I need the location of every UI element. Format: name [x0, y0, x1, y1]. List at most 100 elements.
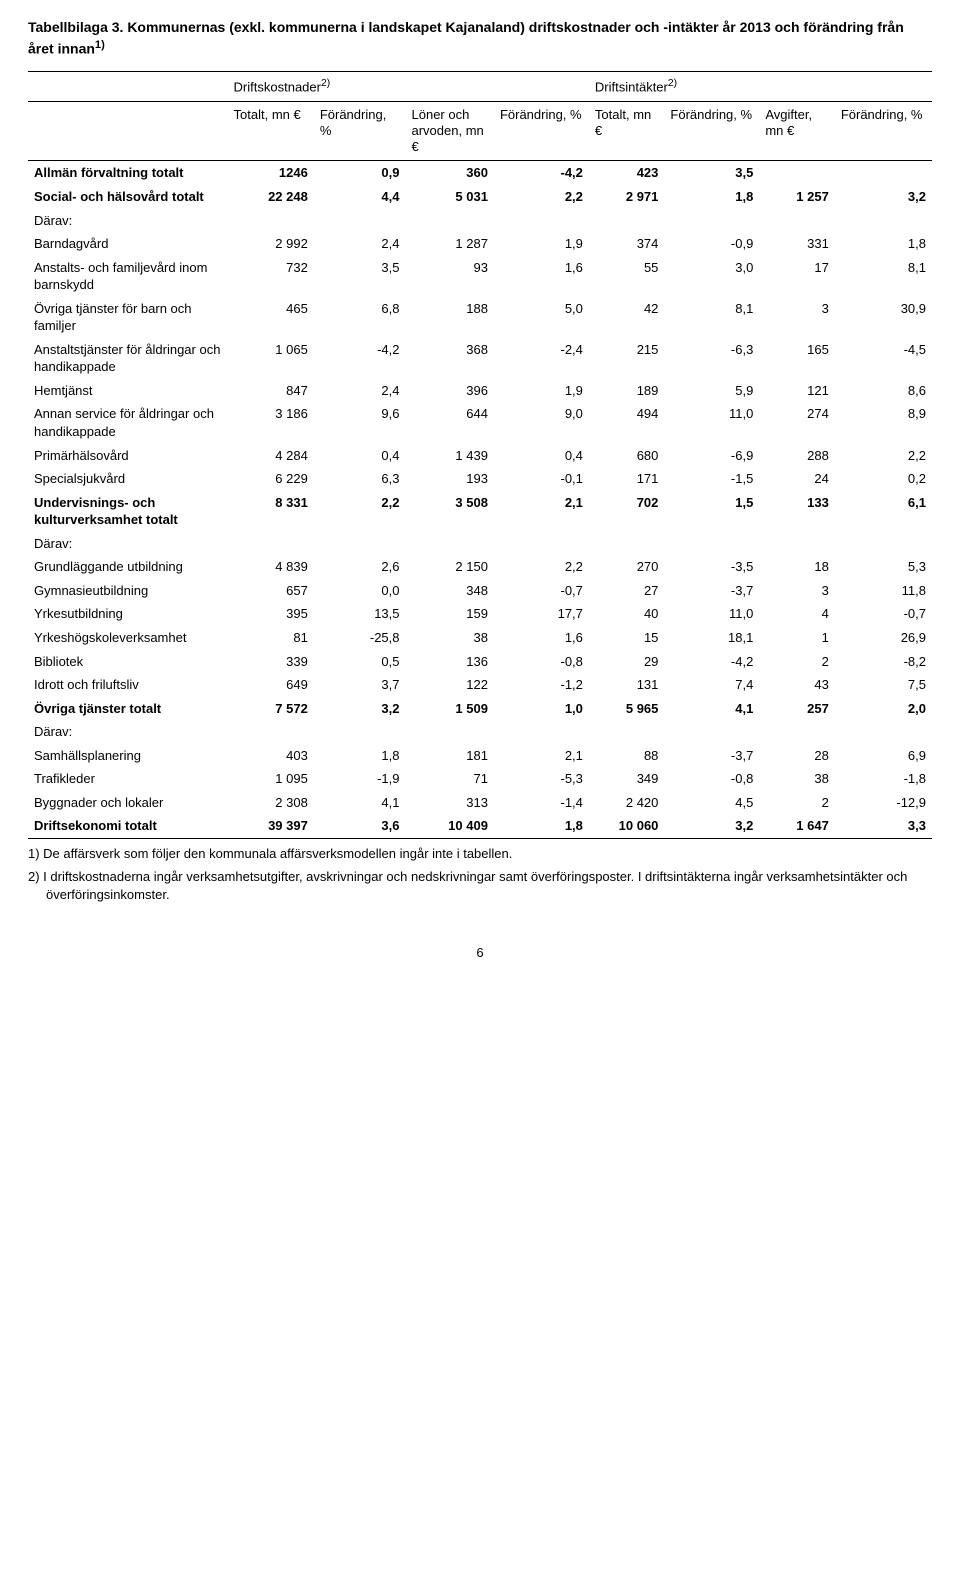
row-label: Annan service för åldringar och handikap… — [28, 402, 228, 443]
row-cell: 5,0 — [494, 297, 589, 338]
table-row: Hemtjänst8472,43961,91895,91218,6 — [28, 379, 932, 403]
row-cell: 0,2 — [835, 467, 932, 491]
row-cell: 30,9 — [835, 297, 932, 338]
row-cell: 6,1 — [835, 491, 932, 532]
row-cell: 644 — [406, 402, 494, 443]
title-superscript: 1) — [95, 39, 105, 51]
row-cell: 2,1 — [494, 491, 589, 532]
row-label: Därav: — [28, 209, 228, 233]
row-cell — [494, 532, 589, 556]
table-row: Samhällsplanering4031,81812,188-3,7286,9 — [28, 744, 932, 768]
row-cell: 136 — [406, 650, 494, 674]
row-cell: 2 971 — [589, 185, 665, 209]
row-cell: 2 420 — [589, 791, 665, 815]
row-cell: 423 — [589, 161, 665, 185]
row-cell: 4,5 — [664, 791, 759, 815]
row-cell: 396 — [406, 379, 494, 403]
row-cell: 7,4 — [664, 673, 759, 697]
row-cell: 368 — [406, 338, 494, 379]
table-row: Övriga tjänster totalt7 5723,21 5091,05 … — [28, 697, 932, 721]
row-cell: 360 — [406, 161, 494, 185]
row-cell: 8,1 — [835, 256, 932, 297]
row-cell: 9,0 — [494, 402, 589, 443]
group-header-right-text: Driftsintäkter — [595, 79, 668, 94]
row-cell: 1,9 — [494, 379, 589, 403]
row-cell: -0,7 — [835, 602, 932, 626]
row-cell: 1,8 — [664, 185, 759, 209]
row-cell: 26,9 — [835, 626, 932, 650]
row-cell: 6,8 — [314, 297, 406, 338]
sub-header-4: Förändring, % — [494, 101, 589, 161]
row-cell: 3 186 — [228, 402, 314, 443]
row-cell: 2,4 — [314, 232, 406, 256]
row-cell: 702 — [589, 491, 665, 532]
row-cell: 1 — [759, 626, 835, 650]
row-cell: 71 — [406, 767, 494, 791]
sub-header-2: Förändring, % — [314, 101, 406, 161]
row-cell: 27 — [589, 579, 665, 603]
row-cell: 121 — [759, 379, 835, 403]
row-cell: 1,9 — [494, 232, 589, 256]
row-cell: 3,2 — [835, 185, 932, 209]
row-cell: -0,7 — [494, 579, 589, 603]
row-cell: 339 — [228, 650, 314, 674]
row-cell: 2,1 — [494, 744, 589, 768]
row-label: Därav: — [28, 720, 228, 744]
row-cell: 2 992 — [228, 232, 314, 256]
row-cell: 188 — [406, 297, 494, 338]
table-title: Tabellbilaga 3. Kommunernas (exkl. kommu… — [28, 18, 932, 59]
row-cell: 6 229 — [228, 467, 314, 491]
row-cell — [494, 209, 589, 233]
row-cell: 2 308 — [228, 791, 314, 815]
row-cell — [228, 209, 314, 233]
table-row: Allmän förvaltning totalt12460,9360-4,24… — [28, 161, 932, 185]
row-cell: 1,8 — [314, 744, 406, 768]
row-cell: 288 — [759, 444, 835, 468]
row-cell: 4,1 — [314, 791, 406, 815]
row-label: Specialsjukvård — [28, 467, 228, 491]
row-cell: 7,5 — [835, 673, 932, 697]
title-text: Tabellbilaga 3. Kommunernas (exkl. kommu… — [28, 19, 904, 56]
row-cell: 165 — [759, 338, 835, 379]
row-label: Barndagvård — [28, 232, 228, 256]
row-cell — [759, 161, 835, 185]
row-cell: 2,4 — [314, 379, 406, 403]
row-cell: -0,8 — [664, 767, 759, 791]
row-cell: 8,6 — [835, 379, 932, 403]
row-cell: -3,7 — [664, 579, 759, 603]
row-cell: 3,5 — [664, 161, 759, 185]
row-label: Social- och hälsovård totalt — [28, 185, 228, 209]
row-cell: 1246 — [228, 161, 314, 185]
row-cell: 11,0 — [664, 602, 759, 626]
row-cell: 22 248 — [228, 185, 314, 209]
row-cell: 215 — [589, 338, 665, 379]
row-cell: 10 060 — [589, 814, 665, 838]
row-cell: 0,5 — [314, 650, 406, 674]
row-cell — [228, 532, 314, 556]
row-cell: 3 — [759, 297, 835, 338]
row-cell: -2,4 — [494, 338, 589, 379]
row-cell: 2,2 — [494, 185, 589, 209]
group-header-right-sup: 2) — [668, 78, 677, 89]
row-cell: 4,4 — [314, 185, 406, 209]
table-row: Trafikleder1 095-1,971-5,3349-0,838-1,8 — [28, 767, 932, 791]
row-cell: 348 — [406, 579, 494, 603]
row-cell: -12,9 — [835, 791, 932, 815]
row-cell: 38 — [406, 626, 494, 650]
row-cell: 11,0 — [664, 402, 759, 443]
table-row: Grundläggande utbildning4 8392,62 1502,2… — [28, 555, 932, 579]
row-cell: 6,3 — [314, 467, 406, 491]
row-cell: 257 — [759, 697, 835, 721]
table-body: Allmän förvaltning totalt12460,9360-4,24… — [28, 161, 932, 838]
row-cell: 1 065 — [228, 338, 314, 379]
row-cell — [835, 209, 932, 233]
page-container: Tabellbilaga 3. Kommunernas (exkl. kommu… — [0, 0, 960, 1001]
row-cell — [406, 532, 494, 556]
row-cell: 181 — [406, 744, 494, 768]
row-cell: -3,7 — [664, 744, 759, 768]
sub-header-5: Totalt, mn € — [589, 101, 665, 161]
row-cell: 5,3 — [835, 555, 932, 579]
row-label: Anstaltstjänster för åldringar och handi… — [28, 338, 228, 379]
row-label: Driftsekonomi totalt — [28, 814, 228, 838]
row-cell: -4,2 — [494, 161, 589, 185]
